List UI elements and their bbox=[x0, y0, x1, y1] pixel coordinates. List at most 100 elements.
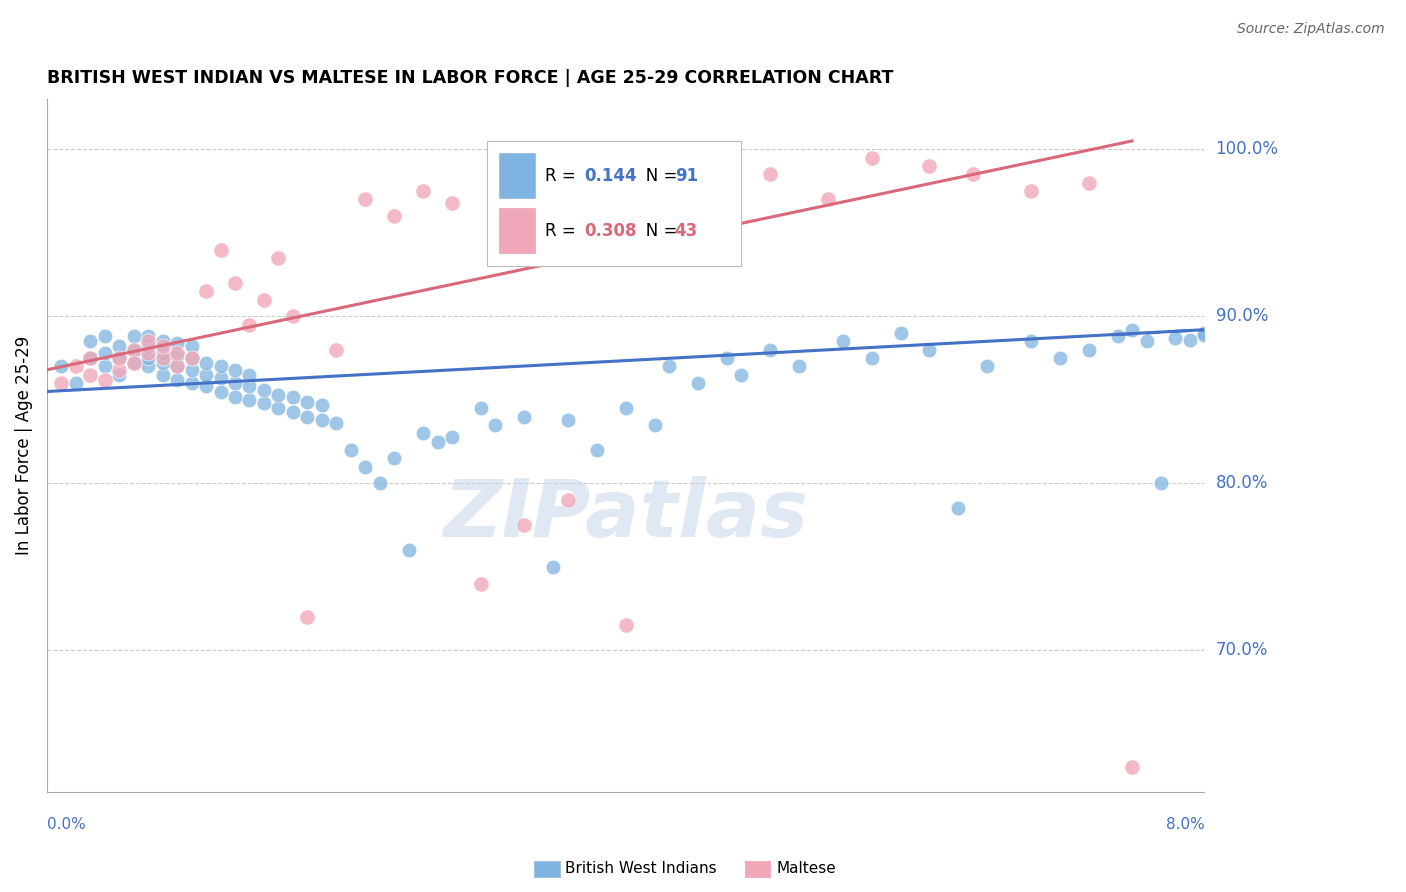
Point bbox=[94, 329, 117, 343]
Point bbox=[136, 351, 159, 365]
Text: British West Indians: British West Indians bbox=[565, 862, 717, 876]
Point bbox=[1121, 760, 1143, 774]
Point bbox=[557, 493, 579, 508]
Point bbox=[759, 167, 782, 181]
Text: 70.0%: 70.0% bbox=[1216, 641, 1268, 659]
Point bbox=[513, 518, 536, 533]
Point bbox=[166, 359, 188, 374]
Point bbox=[136, 339, 159, 353]
Point bbox=[238, 392, 260, 407]
Point bbox=[585, 442, 607, 457]
Text: N =: N = bbox=[630, 167, 682, 185]
Point bbox=[152, 339, 174, 353]
Point bbox=[152, 346, 174, 360]
Point bbox=[297, 409, 319, 424]
Point bbox=[195, 356, 218, 370]
Point bbox=[267, 388, 290, 402]
Point bbox=[426, 434, 449, 449]
Point bbox=[108, 368, 131, 382]
Point bbox=[339, 442, 361, 457]
Point bbox=[297, 394, 319, 409]
Point bbox=[224, 363, 246, 377]
Point bbox=[716, 351, 738, 365]
Point bbox=[297, 610, 319, 624]
Text: 8.0%: 8.0% bbox=[1166, 817, 1205, 832]
Point bbox=[658, 167, 681, 181]
Point bbox=[209, 243, 232, 257]
Point bbox=[1194, 327, 1216, 342]
Text: R =: R = bbox=[546, 167, 581, 185]
Point bbox=[136, 359, 159, 374]
Point bbox=[398, 543, 420, 558]
Point bbox=[1164, 331, 1187, 345]
Point bbox=[311, 413, 333, 427]
Point bbox=[281, 310, 304, 324]
Point bbox=[1049, 351, 1071, 365]
Point bbox=[267, 401, 290, 416]
Point bbox=[253, 396, 276, 410]
Text: 100.0%: 100.0% bbox=[1216, 140, 1278, 158]
Point bbox=[180, 376, 202, 391]
Point bbox=[658, 359, 681, 374]
Point bbox=[1077, 176, 1099, 190]
Point bbox=[195, 285, 218, 299]
Point bbox=[484, 417, 506, 432]
Point bbox=[686, 376, 709, 391]
Point bbox=[354, 459, 377, 474]
Point bbox=[209, 371, 232, 385]
Point bbox=[166, 373, 188, 387]
Point bbox=[224, 390, 246, 404]
Point bbox=[180, 363, 202, 377]
Point bbox=[238, 318, 260, 332]
Point bbox=[557, 413, 579, 427]
Point bbox=[702, 159, 724, 173]
Point bbox=[51, 359, 73, 374]
Text: N =: N = bbox=[630, 221, 682, 240]
Point bbox=[238, 368, 260, 382]
Text: Maltese: Maltese bbox=[776, 862, 835, 876]
Point bbox=[543, 560, 565, 574]
Point bbox=[962, 167, 984, 181]
Point bbox=[513, 409, 536, 424]
Point bbox=[79, 368, 101, 382]
Point bbox=[224, 276, 246, 290]
Point bbox=[166, 350, 188, 364]
Point bbox=[918, 159, 941, 173]
Point bbox=[152, 334, 174, 349]
Point bbox=[325, 343, 347, 357]
Point bbox=[730, 368, 752, 382]
Point bbox=[976, 359, 998, 374]
Point bbox=[65, 376, 87, 391]
Point bbox=[1178, 333, 1201, 347]
Point bbox=[354, 193, 377, 207]
Point bbox=[51, 376, 73, 391]
Point bbox=[614, 618, 637, 632]
Point bbox=[122, 343, 145, 357]
Point bbox=[253, 293, 276, 307]
Point bbox=[759, 343, 782, 357]
Point bbox=[1194, 326, 1216, 340]
Point bbox=[108, 351, 131, 365]
Point bbox=[94, 359, 117, 374]
Point bbox=[787, 359, 810, 374]
Point bbox=[166, 359, 188, 374]
Point bbox=[412, 426, 434, 441]
Point bbox=[122, 356, 145, 370]
Point bbox=[79, 334, 101, 349]
Point bbox=[79, 351, 101, 365]
Point bbox=[1150, 476, 1173, 491]
Point bbox=[166, 346, 188, 360]
Point bbox=[180, 351, 202, 365]
Text: R =: R = bbox=[546, 221, 581, 240]
Point bbox=[948, 501, 970, 516]
Point bbox=[325, 416, 347, 430]
Point bbox=[918, 343, 941, 357]
Point bbox=[860, 351, 883, 365]
Point bbox=[860, 151, 883, 165]
Point bbox=[1135, 334, 1157, 349]
Point bbox=[65, 359, 87, 374]
Text: 0.0%: 0.0% bbox=[46, 817, 86, 832]
Point bbox=[368, 476, 391, 491]
Point bbox=[94, 373, 117, 387]
Point bbox=[440, 195, 463, 210]
